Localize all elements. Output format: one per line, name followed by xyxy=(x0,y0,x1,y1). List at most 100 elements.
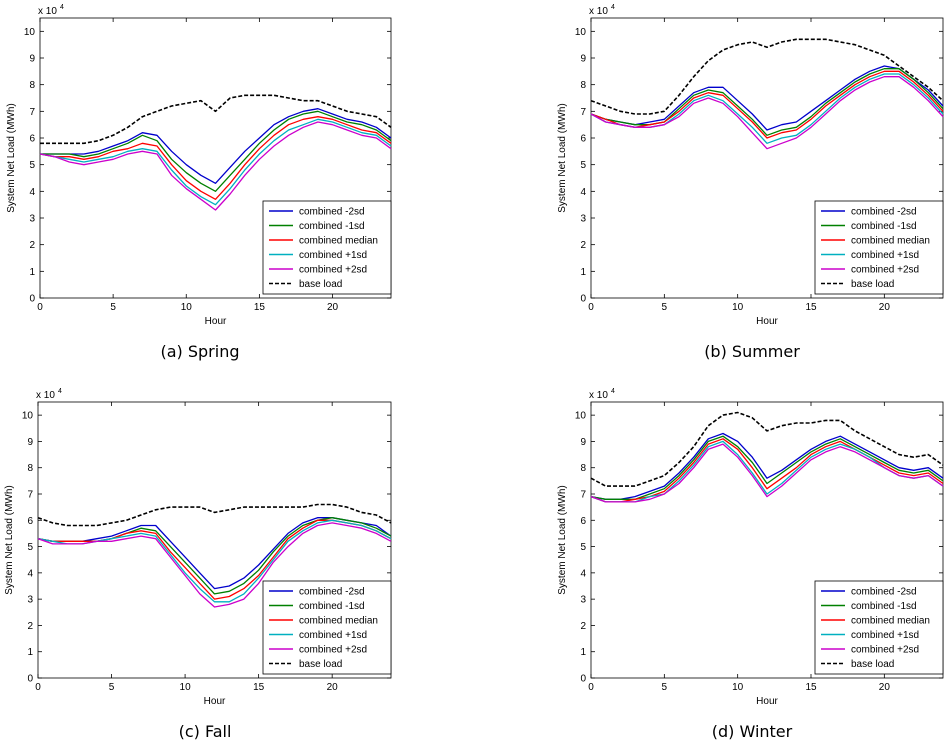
y-tick-label: 7 xyxy=(580,490,586,501)
series-line-2 xyxy=(590,435,944,500)
y-tick-label: 1 xyxy=(580,267,586,278)
y-tick-label: 9 xyxy=(580,437,586,448)
x-tick-label: 0 xyxy=(37,302,43,313)
y-tick-label: 6 xyxy=(27,516,33,527)
y-tick-label: 0 xyxy=(27,674,33,685)
x-tick-label: 10 xyxy=(732,302,744,313)
legend-entry: combined +2sd xyxy=(299,645,367,656)
y-tick-label: 4 xyxy=(580,187,586,198)
legend-entry: combined +2sd xyxy=(851,265,919,276)
legend-entry: combined +1sd xyxy=(299,250,367,261)
y-axis-label: System Net Load (MWh) xyxy=(6,103,17,212)
legend-entry: base load xyxy=(299,659,342,670)
y-tick-label: 10 xyxy=(575,27,587,38)
y-exponent-power: 4 xyxy=(611,4,615,11)
legend-entry: combined -1sd xyxy=(299,601,365,612)
y-tick-label: 5 xyxy=(580,160,586,171)
legend-entry: combined median xyxy=(851,616,930,627)
y-tick-label: 3 xyxy=(29,214,35,225)
y-tick-label: 2 xyxy=(580,240,586,251)
series-line-1 xyxy=(590,65,944,131)
legend-entry: combined -2sd xyxy=(299,587,365,598)
y-tick-label: 2 xyxy=(27,621,33,632)
legend-entry: base load xyxy=(851,279,894,290)
x-axis-label: Hour xyxy=(205,316,227,327)
legend: combined -2sd combined -1sd combined media… xyxy=(814,200,944,295)
y-exponent-label: x 10 xyxy=(589,390,608,401)
x-tick-label: 5 xyxy=(662,302,668,313)
y-exponent-power: 4 xyxy=(611,388,615,395)
x-tick-label: 5 xyxy=(662,682,668,693)
legend: combined -2sd combined -1sd combined media… xyxy=(262,200,392,295)
y-tick-label: 10 xyxy=(22,411,34,422)
x-tick-label: 10 xyxy=(180,682,192,693)
y-tick-label: 0 xyxy=(580,294,586,305)
legend-box xyxy=(814,200,944,295)
y-tick-label: 3 xyxy=(580,214,586,225)
y-tick-label: 5 xyxy=(27,542,33,553)
x-tick-label: 0 xyxy=(588,682,594,693)
series-line-5 xyxy=(37,522,392,608)
x-tick-label: 0 xyxy=(588,302,594,313)
y-tick-label: 8 xyxy=(27,463,33,474)
legend-entry: combined -2sd xyxy=(851,207,917,218)
legend-box xyxy=(814,580,944,675)
legend-entry: combined -1sd xyxy=(299,221,365,232)
x-tick-label: 0 xyxy=(35,682,41,693)
x-tick-label: 10 xyxy=(732,682,744,693)
x-tick-label: 20 xyxy=(879,302,891,313)
legend-entry: base load xyxy=(851,659,894,670)
panel-caption: (c) Fall xyxy=(179,722,232,741)
legend-entry: combined +1sd xyxy=(851,250,919,261)
legend: combined -2sd combined -1sd combined media… xyxy=(814,580,944,675)
y-tick-label: 6 xyxy=(580,516,586,527)
y-tick-label: 5 xyxy=(29,160,35,171)
y-tick-label: 10 xyxy=(24,27,36,38)
y-tick-label: 8 xyxy=(580,80,586,91)
y-tick-label: 0 xyxy=(29,294,35,305)
y-axis-label: System Net Load (MWh) xyxy=(557,103,568,212)
x-tick-label: 15 xyxy=(805,682,817,693)
x-tick-label: 20 xyxy=(327,302,339,313)
y-tick-label: 3 xyxy=(27,595,33,606)
series-line-5 xyxy=(590,443,944,503)
x-axis-label: Hour xyxy=(756,696,778,707)
x-tick-label: 15 xyxy=(253,682,265,693)
x-tick-label: 15 xyxy=(254,302,266,313)
y-tick-label: 9 xyxy=(580,54,586,65)
x-tick-label: 10 xyxy=(181,302,193,313)
x-tick-label: 20 xyxy=(879,682,891,693)
panel-caption: (b) Summer xyxy=(704,342,800,361)
legend-entry: base load xyxy=(299,279,342,290)
y-tick-label: 2 xyxy=(580,621,586,632)
x-tick-label: 20 xyxy=(327,682,339,693)
x-tick-label: 5 xyxy=(109,682,115,693)
y-tick-label: 2 xyxy=(29,240,35,251)
y-exponent-label: x 10 xyxy=(36,390,55,401)
y-tick-label: 0 xyxy=(580,674,586,685)
panel-caption: (a) Spring xyxy=(160,342,239,361)
legend-entry: combined median xyxy=(851,236,930,247)
series-line-3 xyxy=(39,116,392,200)
legend-entry: combined -1sd xyxy=(851,601,917,612)
legend-entry: combined +1sd xyxy=(299,630,367,641)
x-tick-label: 15 xyxy=(805,302,817,313)
series-line-1 xyxy=(40,108,392,184)
y-tick-label: 1 xyxy=(29,267,35,278)
y-axis-label: System Net Load (MWh) xyxy=(4,485,15,594)
y-tick-label: 4 xyxy=(27,568,33,579)
y-tick-label: 4 xyxy=(29,187,35,198)
y-tick-label: 10 xyxy=(575,411,587,422)
series-line-1 xyxy=(590,432,944,500)
y-tick-label: 6 xyxy=(580,134,586,145)
legend-entry: combined -2sd xyxy=(299,207,365,218)
panel-caption: (d) Winter xyxy=(712,722,793,741)
legend-box xyxy=(262,580,392,675)
y-tick-label: 8 xyxy=(580,463,586,474)
series-line-2 xyxy=(40,110,392,192)
y-exponent-label: x 10 xyxy=(589,6,608,17)
